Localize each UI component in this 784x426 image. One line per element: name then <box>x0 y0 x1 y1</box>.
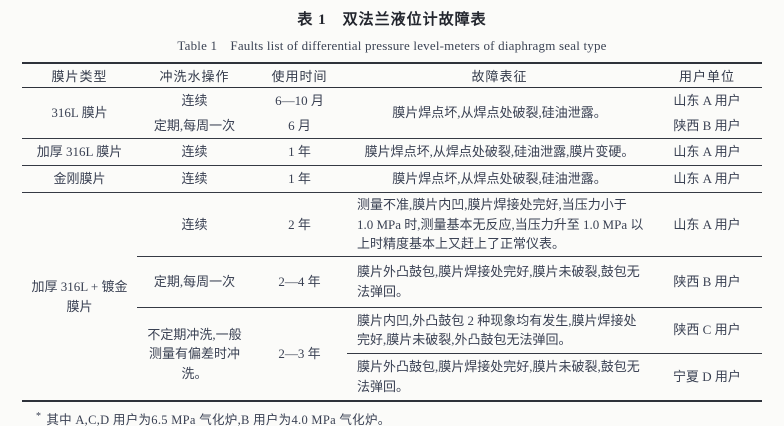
cell-type-thick316l: 加厚 316L 膜片 <box>22 138 137 166</box>
cell-time: 1 年 <box>252 138 347 166</box>
table-row: 不定期冲洗,一般测量有偏差时冲洗。 2—3 年 膜片内凹,外凸鼓包 2 种现象均… <box>22 307 762 381</box>
table-row: 加厚 316L 膜片 连续 1 年 膜片焊点坏,从焊点处破裂,硅油泄露,膜片变硬… <box>22 138 762 166</box>
cell-user: 山东 A 用户 <box>652 192 762 257</box>
cell-user: 陕西 B 用户 <box>652 112 762 139</box>
table-row: 膜片外凸鼓包,膜片焊接处完好,膜片未破裂,鼓包无法弹回。 宁夏 D 用户 <box>22 353 762 401</box>
header-row: 膜片类型 冲洗水操作 使用时间 故障表征 用户单位 <box>22 63 762 88</box>
cell-flush: 连续 <box>181 92 208 108</box>
col-header-type: 膜片类型 <box>22 63 137 88</box>
cell-time: 2—3 年 <box>278 346 321 361</box>
cell-fault: 测量不准,膜片内凹,膜片焊接处完好,当压力小于 1.0 MPa 时,测量基本无反… <box>347 192 652 257</box>
table-title-en: Table 1 Faults list of differential pres… <box>177 38 607 53</box>
cell-user: 陕西 B 用户 <box>652 256 762 308</box>
cell-type-316l: 316L 膜片 <box>22 87 137 139</box>
cell-fault: 膜片焊点坏,从焊点处破裂,硅油泄露。 <box>347 165 652 193</box>
table-title-zh: 表 1 双法兰液位计故障表 <box>297 12 487 28</box>
cell-time: 1 年 <box>252 165 347 193</box>
cell-user: 陕西 C 用户 <box>652 307 762 354</box>
col-header-flush: 冲洗水操作 <box>137 63 252 88</box>
cell-time: 2 年 <box>252 192 347 257</box>
cell-fault: 膜片焊点坏,从焊点处破裂,硅油泄露。 <box>347 87 652 139</box>
table-row: 定期,每周一次 2—4 年 膜片外凸鼓包,膜片焊接处完好,膜片未破裂,鼓包无法弹… <box>22 256 762 308</box>
cell-time: 6 月 <box>252 112 347 139</box>
faults-table: 膜片类型 冲洗水操作 使用时间 故障表征 用户单位 316L 膜片 连续 6—1… <box>22 62 762 402</box>
cell-fault: 膜片内凹,外凸鼓包 2 种现象均有发生,膜片焊接处完好,膜片未破裂,外凸鼓包无法… <box>347 307 652 354</box>
col-header-user: 用户单位 <box>652 63 762 88</box>
table-footnote: * 其中 A,C,D 用户为6.5 MPa 气化炉,B 用户为4.0 MPa 气化… <box>36 409 784 426</box>
cell-time: 2—4 年 <box>252 256 347 308</box>
table-row: 加厚 316L + 镀金膜片 连续 2 年 测量不准,膜片内凹,膜片焊接处完好,… <box>22 192 762 314</box>
cell-flush: 定期,每周一次 <box>137 256 252 308</box>
cell-flush: 连续 <box>137 192 252 257</box>
cell-user: 山东 A 用户 <box>673 92 741 108</box>
cell-time: 6—10 月 <box>275 92 324 108</box>
cell-flush: 定期,每周一次 <box>137 112 252 139</box>
table-row: 金刚膜片 连续 1 年 膜片焊点坏,从焊点处破裂,硅油泄露。 山东 A 用户 <box>22 165 762 193</box>
cell-flush: 连续 <box>137 138 252 166</box>
cell-type-gold-group: 加厚 316L + 镀金膜片 <box>31 279 128 314</box>
cell-fault: 膜片焊点坏,从焊点处破裂,硅油泄露,膜片变硬。 <box>347 138 652 166</box>
cell-fault: 膜片外凸鼓包,膜片焊接处完好,膜片未破裂,鼓包无法弹回。 <box>347 256 652 308</box>
cell-fault: 膜片外凸鼓包,膜片焊接处完好,膜片未破裂,鼓包无法弹回。 <box>357 359 640 394</box>
footnote-text: 其中 A,C,D 用户为6.5 MPa 气化炉,B 用户为4.0 MPa 气化炉… <box>46 413 391 426</box>
cell-type-diamond: 金刚膜片 <box>22 165 137 193</box>
table-row: 定期,每周一次 6 月 陕西 B 用户 <box>22 112 762 139</box>
cell-user: 山东 A 用户 <box>652 165 762 193</box>
cell-flush: 连续 <box>137 165 252 193</box>
col-header-fault: 故障表征 <box>347 63 652 88</box>
cell-user: 山东 A 用户 <box>652 138 762 166</box>
cell-user: 宁夏 D 用户 <box>673 369 741 384</box>
footnote-marker: * <box>36 410 42 422</box>
col-header-time: 使用时间 <box>252 63 347 88</box>
table-row: 316L 膜片 连续 6—10 月 膜片焊点坏,从焊点处破裂,硅油泄露。 山东 … <box>22 87 762 139</box>
cell-flush-irregular: 不定期冲洗,一般测量有偏差时冲洗。 <box>147 326 242 381</box>
